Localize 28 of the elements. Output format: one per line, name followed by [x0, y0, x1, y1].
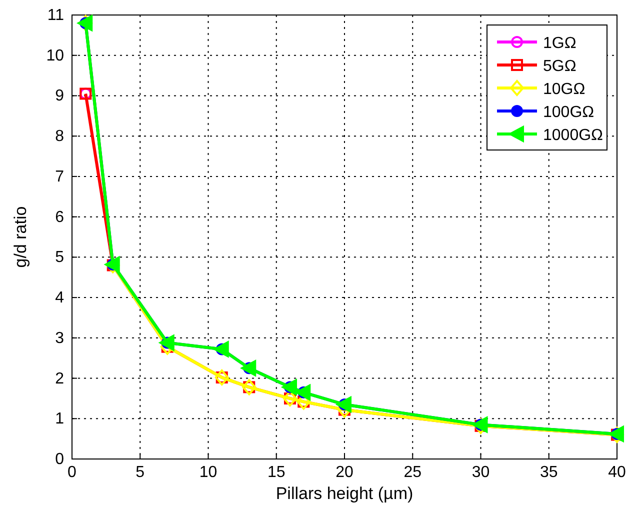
x-tick-label: 10 [199, 464, 218, 481]
x-axis-title: Pillars height (µm) [276, 484, 414, 503]
y-tick-label: 4 [55, 290, 64, 307]
y-tick-label: 0 [55, 451, 64, 468]
y-tick-label: 6 [55, 208, 64, 226]
x-tick-label: 30 [472, 464, 490, 481]
y-tick-label: 8 [55, 128, 64, 146]
y-axis-title: g/d ratio [11, 206, 30, 268]
y-tick-label: 10 [46, 47, 64, 64]
x-tick-label: 15 [267, 464, 286, 481]
x-tick-label: 35 [540, 464, 558, 481]
y-tick-label: 1 [55, 410, 64, 428]
x-tick-label: 5 [136, 464, 145, 481]
y-tick-label: 2 [55, 370, 64, 388]
legend-label: 100GΩ [543, 104, 594, 121]
y-tick-label: 7 [55, 168, 64, 186]
legend-label: 1000GΩ [543, 127, 604, 144]
x-tick-label: 40 [608, 464, 626, 481]
y-tick-label: 11 [47, 7, 64, 24]
legend-label: 1GΩ [543, 35, 576, 52]
x-tick-label: 0 [68, 464, 77, 481]
x-tick-label: 20 [336, 464, 354, 481]
x-tick-label: 25 [404, 464, 422, 481]
legend-label: 10GΩ [543, 81, 586, 98]
y-tick-label: 9 [55, 88, 64, 105]
legend-label: 5GΩ [543, 58, 576, 75]
y-tick-label: 5 [55, 249, 64, 266]
y-tick-label: 3 [55, 330, 64, 347]
